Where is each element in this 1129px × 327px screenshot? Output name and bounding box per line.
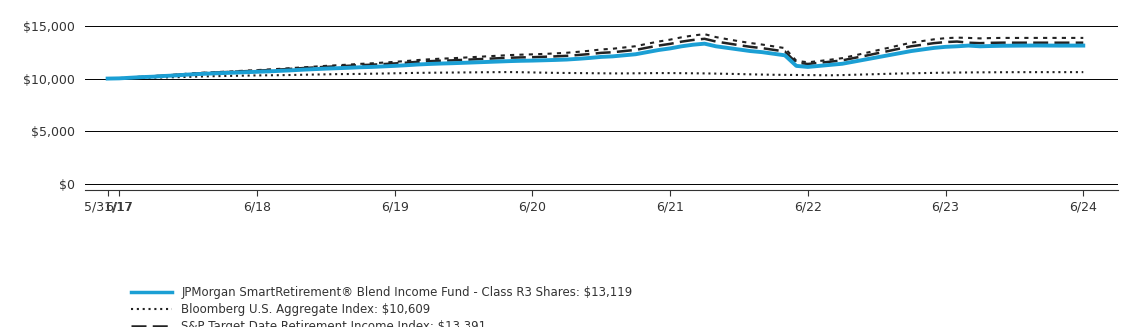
Legend: JPMorgan SmartRetirement® Blend Income Fund - Class R3 Shares: $13,119, Bloomber: JPMorgan SmartRetirement® Blend Income F… bbox=[126, 281, 638, 327]
